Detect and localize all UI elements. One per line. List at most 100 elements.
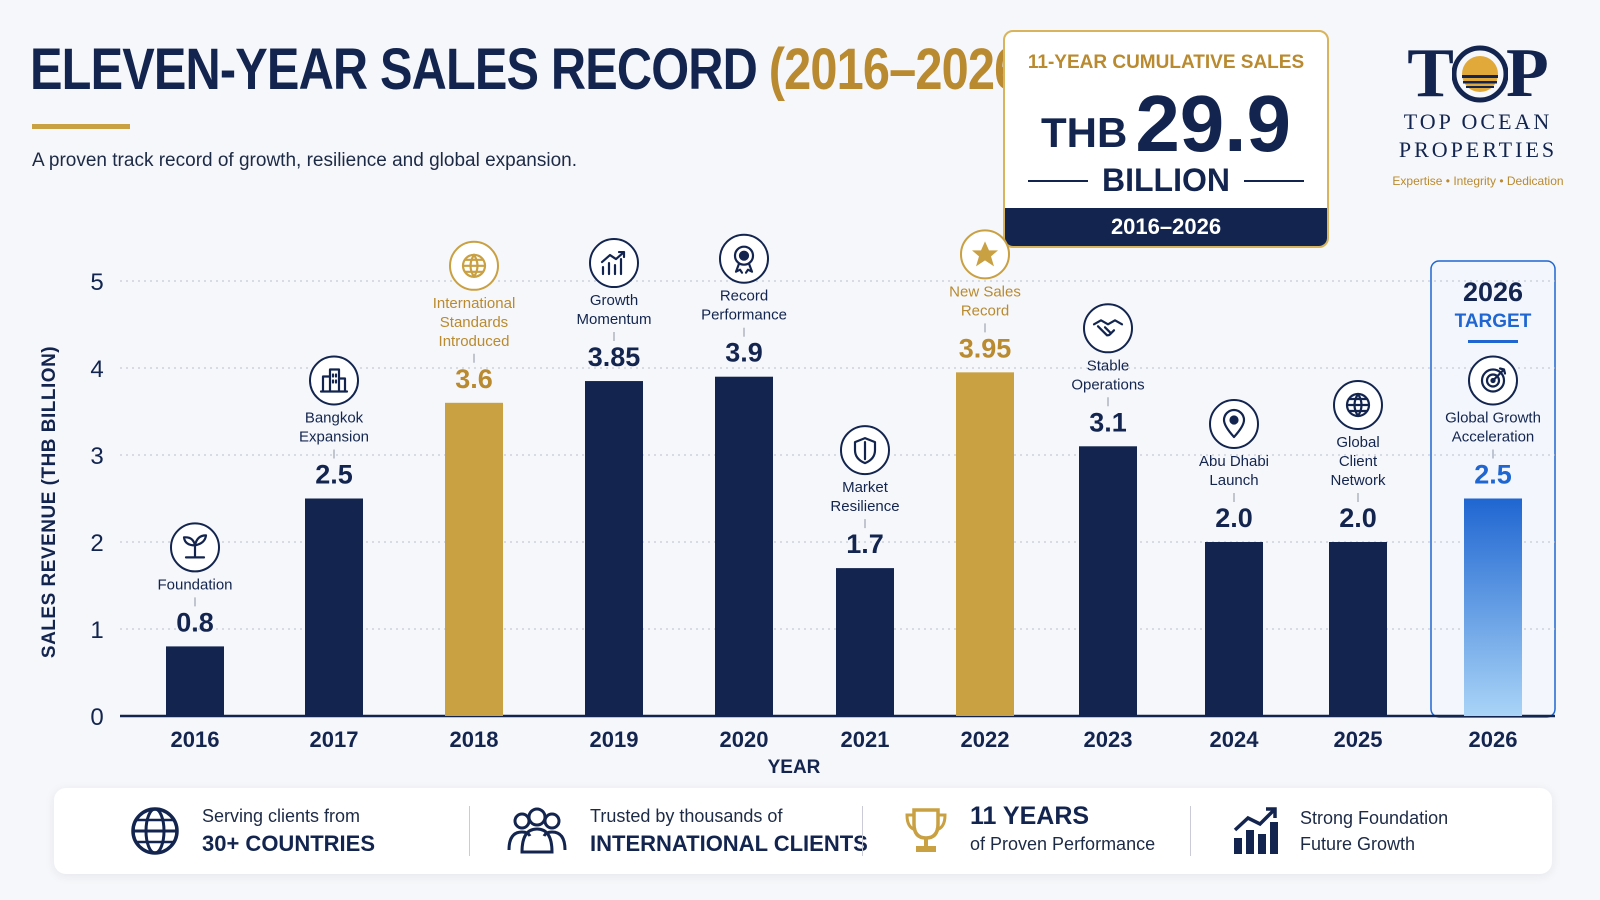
- cumulative-sales-amount: THB 29.9: [1005, 76, 1327, 172]
- value-label-2021: 1.7: [846, 529, 884, 559]
- value-label-2018: 3.6: [455, 364, 493, 394]
- bar-2020: [715, 376, 773, 716]
- title-main: ELEVEN-YEAR SALES RECORD: [30, 37, 758, 102]
- highlights-bar: Serving clients from 30+ COUNTRIES Trust…: [54, 788, 1552, 874]
- x-tick-label-2018: 2018: [450, 727, 499, 752]
- title-year-range: (2016–2026): [768, 37, 1037, 102]
- stat-clients: Trusted by thousands of INTERNATIONAL CL…: [506, 788, 868, 874]
- logo-letter-t: T: [1407, 35, 1454, 112]
- bar-2024: [1205, 542, 1263, 716]
- unit-rule-right: [1243, 179, 1304, 182]
- value-label-2025: 2.0: [1339, 503, 1377, 533]
- title-underline: [32, 124, 130, 129]
- handshake-icon: [1092, 319, 1124, 337]
- y-tick-label: 3: [90, 443, 103, 470]
- currency-label: THB: [1040, 109, 1128, 156]
- stat-growth-line2: Future Growth: [1300, 834, 1416, 854]
- stat-clients-line2: INTERNATIONAL CLIENTS: [590, 831, 868, 856]
- stat-countries-line2: 30+ COUNTRIES: [202, 831, 375, 856]
- y-axis-label: SALES REVENUE (THB BILLION): [39, 346, 60, 658]
- globe-icon: [1345, 392, 1371, 418]
- x-tick-label-2022: 2022: [961, 727, 1010, 752]
- stat-clients-line1: Trusted by thousands of: [590, 806, 783, 826]
- x-tick-label-2017: 2017: [310, 727, 359, 752]
- milestone-label-2017: Bangkok: [305, 410, 364, 427]
- people-icon: [507, 807, 567, 854]
- milestone-label-2026: Acceleration: [1452, 429, 1535, 446]
- value-label-2020: 3.9: [725, 338, 763, 368]
- milestone-label-2026: Global Growth: [1445, 410, 1541, 427]
- x-tick-label-2024: 2024: [1210, 727, 1260, 752]
- target-label: TARGET: [1455, 311, 1532, 332]
- milestone-label-2018: Standards: [440, 314, 508, 331]
- page-subtitle: A proven track record of growth, resilie…: [32, 150, 577, 171]
- milestone-label-2025: Network: [1330, 472, 1386, 489]
- x-tick-label-2021: 2021: [841, 727, 890, 752]
- milestone-label-2023: Operations: [1071, 376, 1144, 393]
- growth-chart-icon: [600, 250, 626, 276]
- stat-countries-line1: Serving clients from: [202, 806, 361, 826]
- map-pin-icon: [1222, 408, 1246, 439]
- logo-name-line1: TOP OCEAN: [1403, 109, 1553, 134]
- milestone-label-2020: Performance: [701, 307, 787, 324]
- logo-wordmark: T P: [1380, 35, 1576, 112]
- target-underline: [1468, 340, 1518, 343]
- y-tick-label: 5: [90, 269, 103, 296]
- target-icon: [1480, 367, 1507, 393]
- milestone-label-2025: Client: [1339, 453, 1378, 470]
- stat-years: 11 YEARS of Proven Performance: [904, 788, 1155, 874]
- stat-growth: Strong Foundation Future Growth: [1232, 788, 1448, 874]
- bar-2022: [956, 372, 1014, 716]
- value-label-2022: 3.95: [959, 333, 1012, 363]
- bar-2016: [166, 646, 224, 716]
- bar-2023: [1079, 446, 1137, 716]
- milestone-label-2025: Global: [1336, 434, 1379, 451]
- y-tick-label: 0: [90, 704, 103, 731]
- amount-unit: BILLION: [1102, 162, 1230, 198]
- logo-tagline: Expertise • Integrity • Dedication: [1392, 174, 1564, 188]
- bar-2019: [585, 381, 643, 716]
- x-tick-label-2016: 2016: [171, 727, 220, 752]
- globe-icon: [461, 253, 487, 278]
- globe-icon: [131, 807, 179, 855]
- milestone-label-2021: Resilience: [830, 498, 899, 515]
- y-tick-label: 2: [90, 530, 103, 557]
- value-label-2016: 0.8: [176, 607, 214, 637]
- page-title: ELEVEN-YEAR SALES RECORD (2016–2026): [30, 32, 1037, 108]
- stat-divider: [1190, 806, 1191, 856]
- stat-years-line1: 11 YEARS: [970, 802, 1090, 830]
- cumulative-sales-label: 11-YEAR CUMULATIVE SALES: [1027, 52, 1305, 73]
- stat-years-line2: of Proven Performance: [970, 834, 1156, 854]
- value-label-2017: 2.5: [315, 460, 353, 490]
- milestone-label-2023: Stable: [1087, 357, 1130, 374]
- star-shape: [972, 241, 998, 267]
- milestone-icon-ring: [589, 238, 639, 289]
- x-tick-label-2025: 2025: [1334, 727, 1383, 752]
- bar-2018: [445, 402, 503, 716]
- buildings-icon: [319, 368, 349, 393]
- y-tick-label: 4: [90, 356, 103, 383]
- stat-divider: [862, 806, 863, 856]
- sprout-icon: [182, 534, 208, 559]
- growth-chart-icon: [1233, 807, 1278, 854]
- cumulative-sales-card: 11-YEAR CUMULATIVE SALES THB 29.9 BILLION…: [1003, 30, 1329, 248]
- milestone-label-2022: New Sales: [949, 283, 1021, 300]
- bar-2017: [305, 498, 363, 716]
- company-logo: T P TOP OCEAN PROPERTIES Expertise • Int…: [1380, 35, 1576, 189]
- value-label-2026: 2.5: [1474, 460, 1512, 490]
- target-year-label: 2026: [1463, 277, 1523, 307]
- sun-ocean-icon: [1451, 45, 1508, 103]
- trophy-icon: [905, 808, 947, 852]
- cumulative-sales-period: 2016–2026: [1005, 208, 1327, 246]
- milestone-label-2016: Foundation: [157, 576, 232, 593]
- x-tick-label-2026: 2026: [1469, 727, 1518, 752]
- milestone-icon-ring: [1083, 303, 1133, 354]
- star-icon: [972, 241, 998, 267]
- milestone-label-2018: International: [433, 295, 516, 312]
- value-label-2024: 2.0: [1215, 503, 1253, 533]
- milestone-label-2019: Growth: [590, 292, 638, 309]
- milestone-label-2022: Record: [961, 302, 1009, 319]
- stat-divider: [469, 806, 470, 856]
- logo-name-line2: PROPERTIES: [1398, 137, 1558, 162]
- stat-countries: Serving clients from 30+ COUNTRIES: [130, 788, 375, 874]
